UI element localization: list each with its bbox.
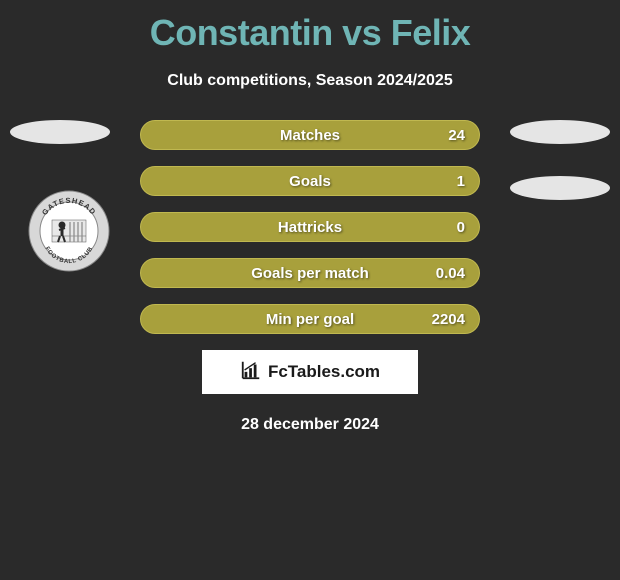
stat-value: 2204	[432, 311, 465, 328]
stat-label: Goals per match	[251, 265, 369, 282]
comparison-title: Constantin vs Felix	[0, 0, 620, 54]
stat-value: 0.04	[436, 265, 465, 282]
left-avatar-column	[10, 120, 110, 176]
right-avatar-column	[510, 120, 610, 232]
stat-value: 0	[457, 219, 465, 236]
stat-bar-hattricks: Hattricks 0	[140, 212, 480, 242]
stat-label: Hattricks	[278, 219, 342, 236]
player-avatar-placeholder	[510, 120, 610, 144]
stat-bar-matches: Matches 24	[140, 120, 480, 150]
stat-value: 24	[448, 127, 465, 144]
season-subtitle: Club competitions, Season 2024/2025	[0, 72, 620, 90]
club-badge: GATESHEAD FOOTBALL CLUB	[28, 190, 110, 272]
stat-bar-goals-per-match: Goals per match 0.04	[140, 258, 480, 288]
gateshead-badge-icon: GATESHEAD FOOTBALL CLUB	[28, 190, 110, 272]
chart-icon	[240, 359, 262, 386]
stat-bar-min-per-goal: Min per goal 2204	[140, 304, 480, 334]
stats-area: GATESHEAD FOOTBALL CLUB Matches 24	[0, 120, 620, 434]
player-avatar-placeholder	[10, 120, 110, 144]
stat-label: Goals	[289, 173, 331, 190]
stat-label: Matches	[280, 127, 340, 144]
comparison-date: 28 december 2024	[0, 416, 620, 434]
attribution-box: FcTables.com	[202, 350, 418, 394]
attribution-text: FcTables.com	[268, 362, 380, 382]
stat-bar-goals: Goals 1	[140, 166, 480, 196]
player-avatar-placeholder	[510, 176, 610, 200]
stat-bars: Matches 24 Goals 1 Hattricks 0 Goals per…	[140, 120, 480, 334]
stat-value: 1	[457, 173, 465, 190]
stat-label: Min per goal	[266, 311, 354, 328]
